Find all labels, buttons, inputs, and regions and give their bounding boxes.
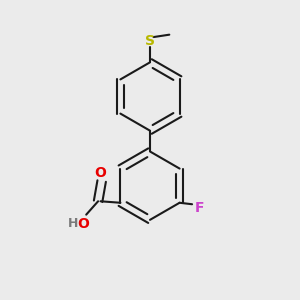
Text: H: H xyxy=(68,217,79,230)
Text: O: O xyxy=(94,166,106,180)
Text: F: F xyxy=(195,201,205,215)
Text: O: O xyxy=(77,217,89,231)
Text: S: S xyxy=(145,34,155,48)
